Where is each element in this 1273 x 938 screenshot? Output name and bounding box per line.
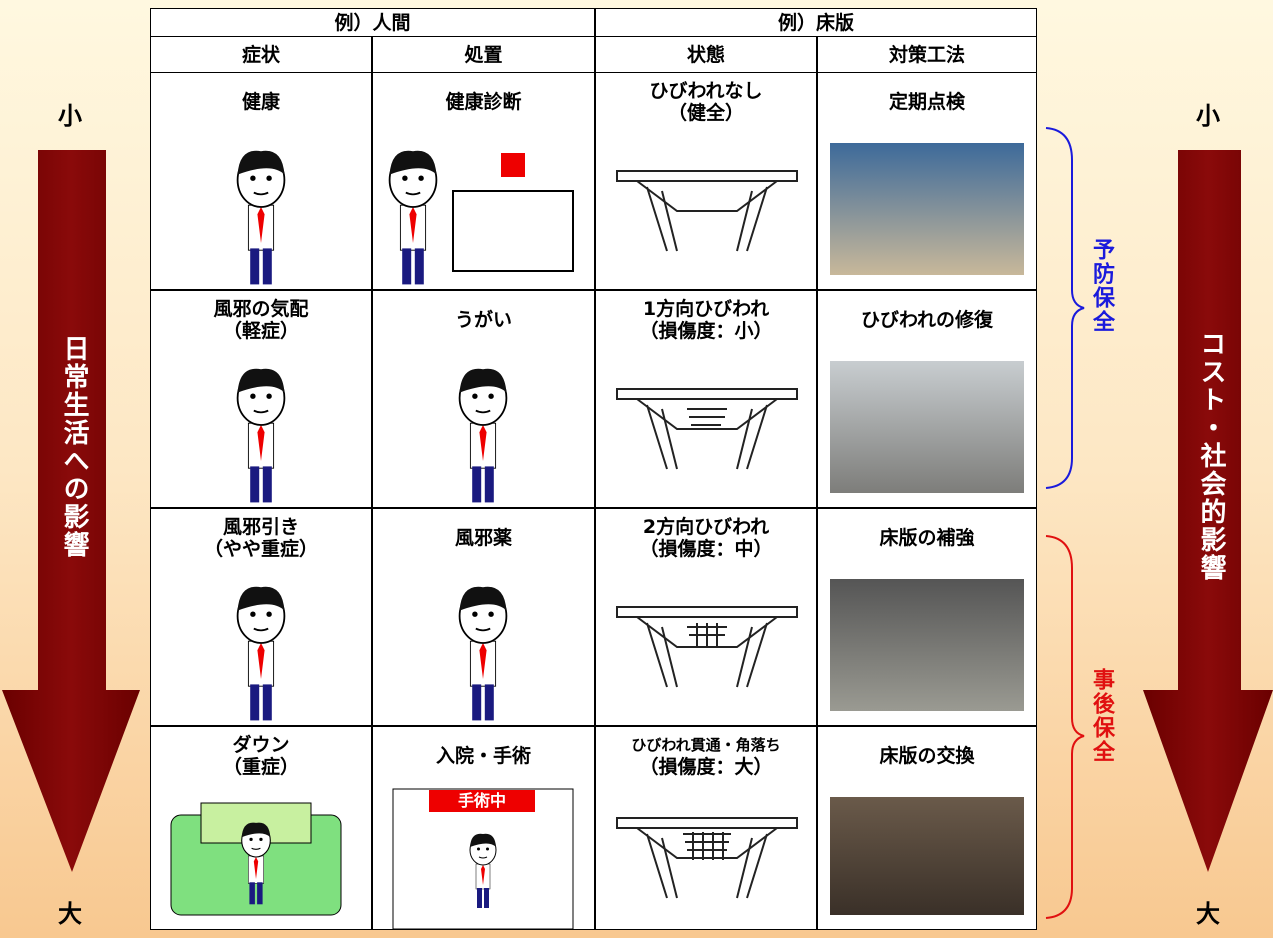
cell-text: （やや重症） xyxy=(203,537,318,560)
cell-text: 風邪薬 xyxy=(454,526,512,549)
image-cell xyxy=(817,566,1037,726)
image-cell xyxy=(595,348,817,508)
column-header: 処置 xyxy=(372,36,595,73)
illustration xyxy=(458,368,508,502)
image-cell xyxy=(817,130,1037,290)
illustration xyxy=(236,586,286,720)
illustration xyxy=(388,150,574,284)
cell-text: うがい xyxy=(454,308,512,331)
label-cell: ひびわれなし （健全） xyxy=(595,72,817,131)
cell-text: 健康診断 xyxy=(445,90,522,113)
right-bottom: 大 xyxy=(1196,900,1220,928)
red-bracket xyxy=(1045,535,1085,919)
label-cell: 定期点検 xyxy=(817,72,1037,131)
label-cell: 健康診断 xyxy=(372,72,595,131)
cell-text: 床版の交換 xyxy=(879,744,975,767)
label-cell: ダウン （重症） xyxy=(150,726,372,785)
illustration xyxy=(616,816,798,898)
label-cell: 風邪の気配 （軽症） xyxy=(150,290,372,349)
cell-text: （損傷度：小） xyxy=(639,319,773,342)
right-arrow xyxy=(1143,150,1273,872)
cell-text: ひびわれ貫通・角落ち xyxy=(631,735,781,754)
image-cell xyxy=(150,130,372,290)
blue-bracket xyxy=(1045,127,1085,489)
label-cell: 風邪引き （やや重症） xyxy=(150,508,372,567)
cell-text: （損傷度：中） xyxy=(639,537,773,560)
image-cell xyxy=(372,348,595,508)
label-cell: ひびわれの修復 xyxy=(817,290,1037,349)
column-header: 対策工法 xyxy=(817,36,1037,73)
column-header: 症状 xyxy=(150,36,372,73)
cell-text: （健全） xyxy=(667,101,744,124)
illustration xyxy=(830,142,1024,275)
right-top: 小 xyxy=(1196,102,1220,130)
cell-text: 風邪の気配 xyxy=(213,297,309,320)
cell-text: 2方向ひびわれ xyxy=(642,515,770,538)
left-bottom: 大 xyxy=(58,900,82,928)
cell-text: （損傷度：大） xyxy=(639,755,773,778)
column-header: 状態 xyxy=(595,36,817,73)
cell-text: ひびわれの修復 xyxy=(860,308,994,331)
cell-text: 床版の補強 xyxy=(879,526,975,549)
cell-text: 定期点検 xyxy=(888,90,965,113)
cell-text: ひびわれなし xyxy=(649,79,763,102)
image-cell xyxy=(595,566,817,726)
image-cell xyxy=(150,784,372,930)
image-cell xyxy=(595,130,817,290)
left-axis-label: 日常生活への影響 xyxy=(59,335,89,559)
badge: 手術中 xyxy=(429,790,535,812)
cell-text: 健康 xyxy=(241,90,280,113)
label-cell: 風邪薬 xyxy=(372,508,595,567)
illustration xyxy=(392,788,574,929)
illustration xyxy=(830,796,1024,915)
label-cell: 入院・手術 xyxy=(372,726,595,785)
illustration xyxy=(236,150,286,284)
label-cell: 2方向ひびわれ （損傷度：中） xyxy=(595,508,817,567)
left-top: 小 xyxy=(58,102,82,130)
label-cell: 床版の交換 xyxy=(817,726,1037,785)
illustration xyxy=(616,605,798,687)
cell-text: （軽症） xyxy=(222,319,299,342)
label-cell: 1方向ひびわれ （損傷度：小） xyxy=(595,290,817,349)
label-cell: 床版の補強 xyxy=(817,508,1037,567)
image-cell: 手術中 xyxy=(372,784,595,930)
label-cell: うがい xyxy=(372,290,595,349)
cell-text: 入院・手術 xyxy=(435,744,531,767)
bracket-label: 事後保全 xyxy=(1089,668,1114,764)
image-cell xyxy=(150,348,372,508)
label-cell: 健康 xyxy=(150,72,372,131)
right-axis-label: コスト・社会的影響 xyxy=(1196,330,1226,582)
illustration xyxy=(616,169,798,251)
group-header: 例）人間 xyxy=(150,8,595,37)
bracket-label: 予防保全 xyxy=(1089,238,1114,334)
cell-text: 風邪引き xyxy=(222,515,299,538)
image-cell xyxy=(150,566,372,726)
illustration xyxy=(616,387,798,469)
image-cell xyxy=(817,348,1037,508)
image-cell xyxy=(372,130,595,290)
group-header: 例）床版 xyxy=(595,8,1037,37)
image-cell xyxy=(817,784,1037,930)
image-cell xyxy=(595,784,817,930)
illustration xyxy=(830,360,1024,493)
illustration xyxy=(170,802,342,915)
illustration xyxy=(458,586,508,720)
illustration xyxy=(830,578,1024,711)
cell-text: ダウン xyxy=(232,733,290,756)
cell-text: 1方向ひびわれ xyxy=(642,297,770,320)
label-cell: ひびわれ貫通・角落ち （損傷度：大） xyxy=(595,726,817,785)
image-cell xyxy=(372,566,595,726)
cell-text: （重症） xyxy=(222,755,299,778)
left-arrow xyxy=(2,150,140,872)
illustration xyxy=(236,368,286,502)
